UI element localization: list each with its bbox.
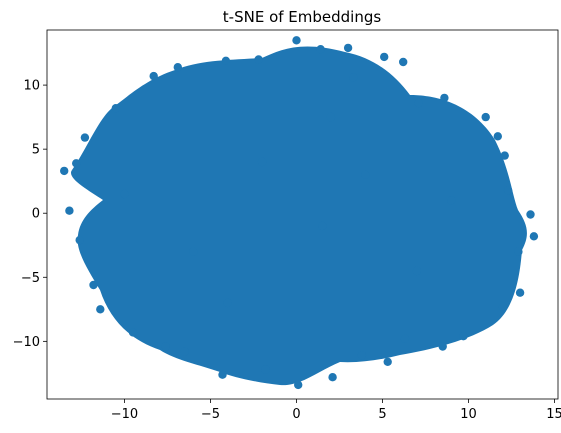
scatter-point <box>120 189 129 199</box>
y-tick-label: 5 <box>32 143 40 158</box>
x-tick-label: 5 <box>378 407 386 422</box>
scatter-point <box>438 342 447 351</box>
scatter-point <box>412 266 422 276</box>
scatter-point <box>223 298 232 308</box>
scatter-point <box>383 357 392 366</box>
scatter-point <box>80 133 90 142</box>
scatter-point <box>72 159 81 168</box>
scatter-point <box>459 332 468 341</box>
cloud-fill <box>70 46 527 386</box>
scatter-point <box>514 247 523 256</box>
scatter-point <box>96 305 105 314</box>
x-tick-label: −10 <box>111 407 138 422</box>
scatter-point <box>500 151 509 160</box>
y-tick-label: −10 <box>13 335 40 350</box>
scatter-point <box>400 334 410 343</box>
scatter-point <box>180 347 189 356</box>
scatter-point <box>254 55 263 64</box>
scatter-point <box>59 166 69 176</box>
scatter-point <box>173 62 182 72</box>
scatter-point <box>261 365 270 374</box>
x-tick-label: 15 <box>546 407 561 422</box>
scatter-point <box>221 56 231 65</box>
x-axis-ticks: −10 −5 0 5 10 15 <box>111 399 561 422</box>
chart-title: t-SNE of Embeddings <box>223 8 382 26</box>
point-cloud-fill <box>70 46 527 386</box>
scatter-point <box>149 71 158 81</box>
scatter-point <box>380 52 389 62</box>
scatter-point <box>75 235 84 245</box>
scatter-point <box>318 221 327 231</box>
scatter-point <box>189 247 198 256</box>
y-axis-ticks: −10 −5 0 5 10 <box>13 79 47 350</box>
scatter-point <box>529 232 539 241</box>
scatter-point <box>328 373 337 382</box>
scatter-point <box>111 104 121 113</box>
scatter-point <box>515 288 525 297</box>
x-tick-label: 0 <box>292 407 300 422</box>
scatter-point <box>361 170 370 179</box>
y-tick-label: −5 <box>21 271 40 286</box>
scatter-point <box>343 43 353 53</box>
x-tick-label: −5 <box>201 407 220 422</box>
scatter-point <box>526 210 535 219</box>
scatter-points <box>59 36 539 390</box>
scatter-point <box>257 157 267 167</box>
scatter-point <box>399 57 408 67</box>
scatter-point <box>493 132 502 141</box>
scatter-point <box>294 380 303 390</box>
y-tick-label: 0 <box>32 207 40 222</box>
scatter-point <box>349 73 358 82</box>
scatter-point <box>440 93 449 103</box>
scatter-point <box>161 342 170 351</box>
plot-frame <box>46 29 559 400</box>
scatter-point <box>65 206 74 215</box>
scatter-point <box>414 98 423 108</box>
scatter-point <box>481 112 490 122</box>
scatter-point <box>292 36 301 45</box>
scatter-point <box>218 370 227 379</box>
scatter-point <box>316 45 325 54</box>
scatter-point <box>326 112 336 122</box>
scatter-point <box>503 186 513 195</box>
scatter-point <box>357 351 367 360</box>
scatter-point <box>128 328 138 337</box>
scatter-point <box>498 302 508 311</box>
y-tick-label: 10 <box>23 79 40 94</box>
scatter-point <box>89 280 98 290</box>
scatter-point <box>447 196 456 205</box>
x-tick-label: 10 <box>460 407 477 422</box>
